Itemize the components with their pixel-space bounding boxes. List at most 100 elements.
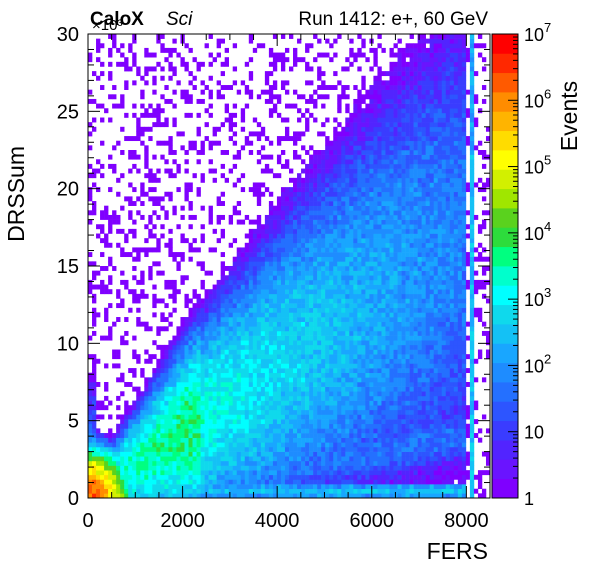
- heat-cell: [264, 293, 270, 299]
- heat-cell: [349, 488, 354, 494]
- heat-cell: [220, 377, 225, 383]
- heat-cell: [301, 252, 306, 258]
- heat-cell: [128, 474, 133, 480]
- heat-cell: [260, 321, 266, 327]
- heat-cell: [321, 196, 326, 202]
- heat-cell: [264, 354, 270, 360]
- heat-cell: [369, 228, 374, 234]
- heat-cell: [172, 38, 177, 44]
- heat-cell: [152, 284, 157, 290]
- heat-cell: [365, 270, 370, 276]
- heat-cell: [220, 493, 225, 499]
- heat-cell: [365, 201, 370, 206]
- heat-cell: [373, 187, 378, 193]
- heat-cell: [268, 168, 274, 174]
- heat-cell: [329, 474, 334, 480]
- heat-cell: [144, 446, 149, 452]
- heat-cell: [208, 247, 213, 253]
- heat-cell: [385, 270, 390, 276]
- heat-cell: [297, 182, 302, 188]
- heat-cell: [240, 275, 246, 281]
- heat-cell: [208, 405, 213, 411]
- heat-cell: [337, 460, 342, 466]
- heat-cell: [116, 303, 121, 309]
- heat-cell: [349, 326, 354, 332]
- heat-cell: [305, 266, 310, 271]
- heat-cell: [228, 284, 234, 290]
- heat-cell: [220, 465, 225, 471]
- heat-cell: [248, 150, 254, 155]
- heat-cell: [381, 252, 386, 258]
- heat-cell: [337, 256, 342, 262]
- heat-cell: [317, 75, 322, 81]
- heat-cell: [204, 437, 209, 443]
- heat-cell: [236, 474, 242, 480]
- heat-cell: [208, 94, 213, 100]
- heat-cell: [168, 372, 173, 378]
- heat-cell: [196, 460, 201, 466]
- heat-cell: [140, 419, 145, 425]
- heat-cell: [289, 377, 294, 383]
- heat-cell: [240, 145, 246, 151]
- heat-cell: [212, 451, 217, 457]
- heat-cell: [200, 395, 205, 401]
- heat-cell: [321, 201, 326, 206]
- heat-cell: [188, 446, 193, 452]
- heat-cell: [104, 405, 109, 411]
- heat-cell: [256, 94, 262, 100]
- heat-cell: [377, 261, 382, 267]
- heat-cell: [345, 270, 350, 276]
- heat-cell: [333, 131, 338, 137]
- heat-cell: [325, 307, 330, 313]
- heat-cell: [212, 317, 217, 322]
- heat-cell: [156, 437, 161, 443]
- heat-cell: [289, 228, 294, 234]
- heat-cell: [272, 108, 278, 114]
- heat-cell: [168, 279, 173, 285]
- heat-cell: [136, 442, 141, 448]
- heat-cell: [244, 312, 250, 318]
- heat-cell: [216, 238, 221, 244]
- heat-cell: [325, 284, 330, 290]
- heat-cell: [373, 354, 378, 360]
- heat-cell: [216, 419, 221, 425]
- heat-cell: [124, 330, 129, 336]
- heat-cell: [252, 131, 258, 137]
- heat-cell: [325, 219, 330, 225]
- heat-cell: [309, 433, 314, 438]
- heat-cell: [345, 391, 350, 397]
- heat-cell: [180, 446, 185, 452]
- heat-cell: [361, 163, 366, 169]
- heat-cell: [128, 437, 133, 443]
- heat-cell: [381, 238, 386, 244]
- heat-cell: [176, 224, 181, 230]
- heat-cell: [361, 112, 366, 118]
- heat-cell: [317, 344, 322, 350]
- heat-cell: [252, 289, 258, 295]
- heat-cell: [208, 317, 213, 322]
- heat-cell: [369, 446, 374, 452]
- heat-cell: [276, 247, 282, 253]
- heat-cell: [373, 112, 378, 118]
- heat-cell: [385, 354, 390, 360]
- heat-cell: [140, 94, 145, 100]
- heat-cell: [357, 321, 362, 327]
- heat-cell: [264, 289, 270, 295]
- heat-cell: [377, 307, 382, 313]
- heat-cell: [220, 191, 225, 197]
- heat-cell: [321, 391, 326, 397]
- heat-cell: [329, 289, 334, 295]
- heat-cell: [385, 344, 390, 350]
- heat-cell: [128, 423, 133, 429]
- heat-cell: [216, 474, 221, 480]
- heat-cell: [377, 256, 382, 262]
- heat-cell: [333, 275, 338, 281]
- heat-cell: [305, 224, 310, 230]
- heat-cell: [377, 312, 382, 318]
- heat-cell: [276, 423, 282, 429]
- heat-cell: [309, 275, 314, 281]
- heat-cell: [148, 112, 153, 118]
- heat-cell: [337, 456, 342, 462]
- heat-cell: [188, 465, 193, 471]
- heat-cell: [385, 275, 390, 281]
